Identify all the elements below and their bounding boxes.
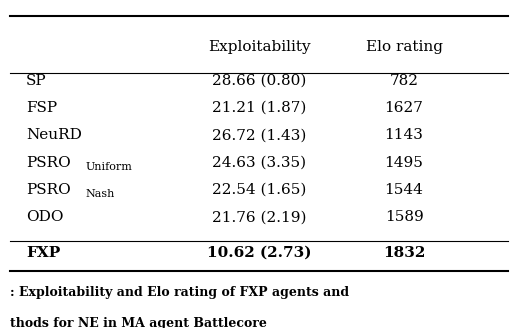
Text: 1832: 1832 — [383, 246, 425, 259]
Text: Uniform: Uniform — [85, 162, 132, 172]
Text: Exploitability: Exploitability — [208, 40, 310, 53]
Text: 21.21 (1.87): 21.21 (1.87) — [212, 101, 306, 115]
Text: 21.76 (2.19): 21.76 (2.19) — [212, 211, 306, 224]
Text: 1589: 1589 — [385, 211, 423, 224]
Text: 1544: 1544 — [384, 183, 424, 197]
Text: NeuRD: NeuRD — [26, 129, 82, 142]
Text: 1143: 1143 — [384, 129, 424, 142]
Text: 10.62 (2.73): 10.62 (2.73) — [207, 246, 311, 259]
Text: : Exploitability and Elo rating of FXP agents and: : Exploitability and Elo rating of FXP a… — [10, 286, 350, 299]
Text: 1495: 1495 — [384, 156, 424, 170]
Text: PSRO: PSRO — [26, 156, 70, 170]
Text: Elo rating: Elo rating — [366, 40, 442, 53]
Text: 26.72 (1.43): 26.72 (1.43) — [212, 129, 306, 142]
Text: Nash: Nash — [85, 189, 115, 199]
Text: FSP: FSP — [26, 101, 57, 115]
Text: 782: 782 — [390, 74, 419, 88]
Text: 28.66 (0.80): 28.66 (0.80) — [212, 74, 306, 88]
Text: 24.63 (3.35): 24.63 (3.35) — [212, 156, 306, 170]
Text: 1627: 1627 — [384, 101, 424, 115]
Text: 22.54 (1.65): 22.54 (1.65) — [212, 183, 306, 197]
Text: PSRO: PSRO — [26, 183, 70, 197]
Text: thods for NE in MA agent Battlecore: thods for NE in MA agent Battlecore — [10, 318, 267, 328]
Text: SP: SP — [26, 74, 47, 88]
Text: FXP: FXP — [26, 246, 60, 259]
Text: ODO: ODO — [26, 211, 63, 224]
